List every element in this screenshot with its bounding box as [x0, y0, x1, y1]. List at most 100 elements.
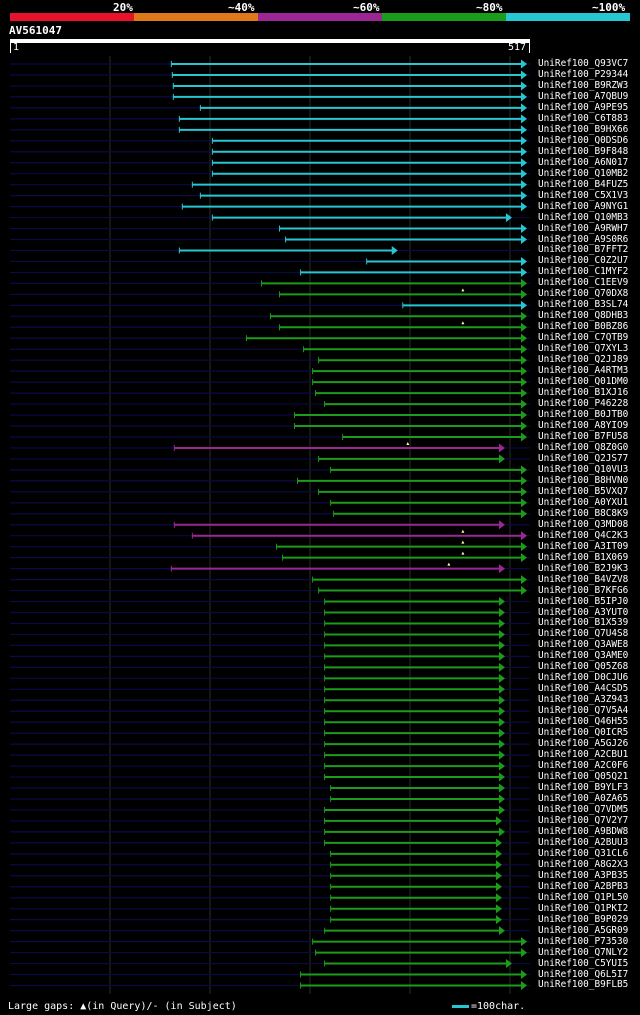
- hit-label[interactable]: UniRef100_A3YUT0: [538, 606, 629, 618]
- hit-label[interactable]: UniRef100_A9S0R6: [538, 233, 629, 245]
- hit-label[interactable]: UniRef100_B4VZV8: [538, 573, 629, 585]
- large-gaps-legend: Large gaps: ▲(in Query)/- (in Subject): [8, 1001, 237, 1012]
- hit-label[interactable]: UniRef100_Q7V2Y7: [538, 814, 629, 826]
- hit-label[interactable]: UniRef100_A4CSD5: [538, 683, 629, 695]
- hit-label[interactable]: UniRef100_Q6L5I7: [538, 968, 629, 980]
- hit-label[interactable]: UniRef100_A2C0F6: [538, 760, 629, 772]
- hit-label[interactable]: UniRef100_A5GR09: [538, 924, 629, 936]
- hit-label[interactable]: UniRef100_B5IPJ0: [538, 595, 629, 607]
- hit-label[interactable]: UniRef100_Q3AME0: [538, 650, 629, 662]
- hit-label[interactable]: UniRef100_Q7XYL3: [538, 343, 629, 355]
- hit-label[interactable]: UniRef100_A0ZA65: [538, 792, 629, 804]
- hit-label[interactable]: UniRef100_A7QBU9: [538, 90, 629, 102]
- hit-label[interactable]: UniRef100_A3IT09: [538, 540, 629, 552]
- hit-label[interactable]: UniRef100_B7KFG6: [538, 584, 629, 596]
- ruler-end-tick: [529, 43, 530, 53]
- hit-label[interactable]: UniRef100_A4RTM3: [538, 365, 629, 377]
- hit-label[interactable]: UniRef100_B7FU58: [538, 430, 629, 442]
- hit-arrowhead: [521, 575, 527, 585]
- hit-label[interactable]: UniRef100_B9YLF3: [538, 782, 629, 794]
- hit-label[interactable]: UniRef100_Q01DM0: [538, 376, 629, 388]
- hit-label[interactable]: UniRef100_A8YIO9: [538, 420, 629, 431]
- hit-label[interactable]: UniRef100_Q1PKI2: [538, 902, 629, 914]
- hit-label[interactable]: UniRef100_B9P029: [538, 913, 629, 925]
- hit-arrowhead: [521, 224, 527, 234]
- hit-label[interactable]: UniRef100_Q10MB2: [538, 167, 629, 179]
- hit-label[interactable]: UniRef100_B1X539: [538, 617, 629, 629]
- hit-label[interactable]: UniRef100_Q8DHB3: [538, 310, 629, 322]
- hit-label[interactable]: UniRef100_A5GJ26: [538, 738, 629, 750]
- hit-label[interactable]: UniRef100_Q93VC7: [538, 58, 629, 69]
- hit-arrowhead: [498, 443, 505, 453]
- hit-label[interactable]: UniRef100_Q7V5A4: [538, 705, 629, 717]
- hit-arrowhead: [498, 673, 505, 683]
- hit-label[interactable]: UniRef100_A9PE95: [538, 101, 629, 113]
- hit-label[interactable]: UniRef100_A3Z943: [538, 694, 629, 706]
- hit-label[interactable]: UniRef100_B5VXQ7: [538, 485, 629, 497]
- hit-label[interactable]: UniRef100_B2J9K3: [538, 562, 629, 574]
- hit-label[interactable]: UniRef100_B3SL74: [538, 299, 629, 311]
- hit-label[interactable]: UniRef100_Q10MB3: [538, 211, 629, 223]
- hit-arrowhead: [521, 103, 527, 113]
- hit-label[interactable]: UniRef100_Q7NLY2: [538, 946, 629, 958]
- hit-label[interactable]: UniRef100_B9FLB5: [538, 979, 629, 991]
- hit-label[interactable]: UniRef100_Q46H55: [538, 716, 629, 728]
- hit-label[interactable]: UniRef100_P29344: [538, 68, 629, 80]
- hit-label[interactable]: UniRef100_Q8Z0G0: [538, 441, 629, 453]
- hit-label[interactable]: UniRef100_Q7U4S8: [538, 628, 629, 640]
- hit-label[interactable]: UniRef100_A8G2X3: [538, 858, 629, 870]
- hit-label[interactable]: UniRef100_Q10VU3: [538, 463, 629, 475]
- hit-label[interactable]: UniRef100_A3PB35: [538, 869, 629, 881]
- hit-label[interactable]: UniRef100_B1XJ16: [538, 387, 629, 399]
- hit-label[interactable]: UniRef100_Q0DSD6: [538, 134, 629, 146]
- hit-arrowhead: [521, 432, 527, 442]
- hit-label[interactable]: UniRef100_B4FUZ5: [538, 178, 629, 190]
- hit-label[interactable]: UniRef100_Q1PL50: [538, 891, 629, 903]
- hit-label[interactable]: UniRef100_C5YUI5: [538, 957, 629, 969]
- hit-label[interactable]: UniRef100_A2BUU3: [538, 836, 629, 848]
- hit-label[interactable]: UniRef100_A9BDW8: [538, 825, 629, 837]
- hit-label[interactable]: UniRef100_B9RZW3: [538, 79, 629, 91]
- hit-label[interactable]: UniRef100_C1EEV9: [538, 277, 629, 289]
- hit-label[interactable]: UniRef100_B0BZ86: [538, 321, 629, 333]
- hit-arrowhead: [521, 937, 527, 947]
- hit-label[interactable]: UniRef100_B8HVN0: [538, 474, 629, 486]
- hit-label[interactable]: UniRef100_Q31CL6: [538, 847, 629, 859]
- hit-label[interactable]: UniRef100_A0YXU1: [538, 496, 629, 508]
- hit-label[interactable]: UniRef100_Q05Q21: [538, 771, 629, 783]
- hit-label[interactable]: UniRef100_A9RWH7: [538, 222, 629, 234]
- hit-label[interactable]: UniRef100_P73530: [538, 935, 629, 947]
- hit-label[interactable]: UniRef100_B1X069: [538, 551, 629, 563]
- hit-label[interactable]: UniRef100_Q3MD08: [538, 518, 629, 530]
- hit-arrowhead: [498, 750, 505, 760]
- hit-arrowhead: [495, 915, 502, 925]
- hit-label[interactable]: UniRef100_C5X1V3: [538, 189, 629, 201]
- hit-label[interactable]: UniRef100_Q2JS77: [538, 452, 629, 464]
- hit-label[interactable]: UniRef100_C7QTB9: [538, 332, 629, 344]
- hit-label[interactable]: UniRef100_B0JTB0: [538, 409, 629, 421]
- hit-label[interactable]: UniRef100_Q4C2K3: [538, 529, 629, 541]
- hit-label[interactable]: UniRef100_B9HX66: [538, 123, 629, 135]
- hit-label[interactable]: UniRef100_A2BPB3: [538, 880, 629, 892]
- hit-label[interactable]: UniRef100_C0Z2U7: [538, 255, 629, 267]
- hit-label[interactable]: UniRef100_Q05Z68: [538, 661, 629, 673]
- hit-label[interactable]: UniRef100_B7FFT2: [538, 244, 629, 256]
- hit-label[interactable]: UniRef100_Q7VDM5: [538, 803, 629, 815]
- hit-label[interactable]: UniRef100_Q2JJ89: [538, 354, 629, 366]
- hit-label[interactable]: UniRef100_B8C8K9: [538, 507, 629, 519]
- identity-color-scale: [10, 13, 630, 21]
- hit-label[interactable]: UniRef100_A6N017: [538, 156, 629, 168]
- hit-label[interactable]: UniRef100_P46228: [538, 398, 629, 410]
- hit-label[interactable]: UniRef100_Q3AWE8: [538, 639, 629, 651]
- hit-arrowhead: [521, 59, 527, 69]
- hit-label[interactable]: UniRef100_A2CBU1: [538, 749, 629, 761]
- scale-label: ~80%: [476, 1, 503, 14]
- hit-label[interactable]: UniRef100_B9F848: [538, 145, 629, 157]
- hit-arrowhead: [521, 333, 527, 343]
- hit-label[interactable]: UniRef100_Q0ICR5: [538, 727, 629, 739]
- hit-label[interactable]: UniRef100_D0CJU6: [538, 672, 629, 684]
- hit-label[interactable]: UniRef100_C6T883: [538, 112, 629, 124]
- hit-label[interactable]: UniRef100_C1MYF2: [538, 266, 629, 278]
- hit-label[interactable]: UniRef100_Q70DX8: [538, 288, 629, 300]
- hit-label[interactable]: UniRef100_A9NYG1: [538, 200, 629, 212]
